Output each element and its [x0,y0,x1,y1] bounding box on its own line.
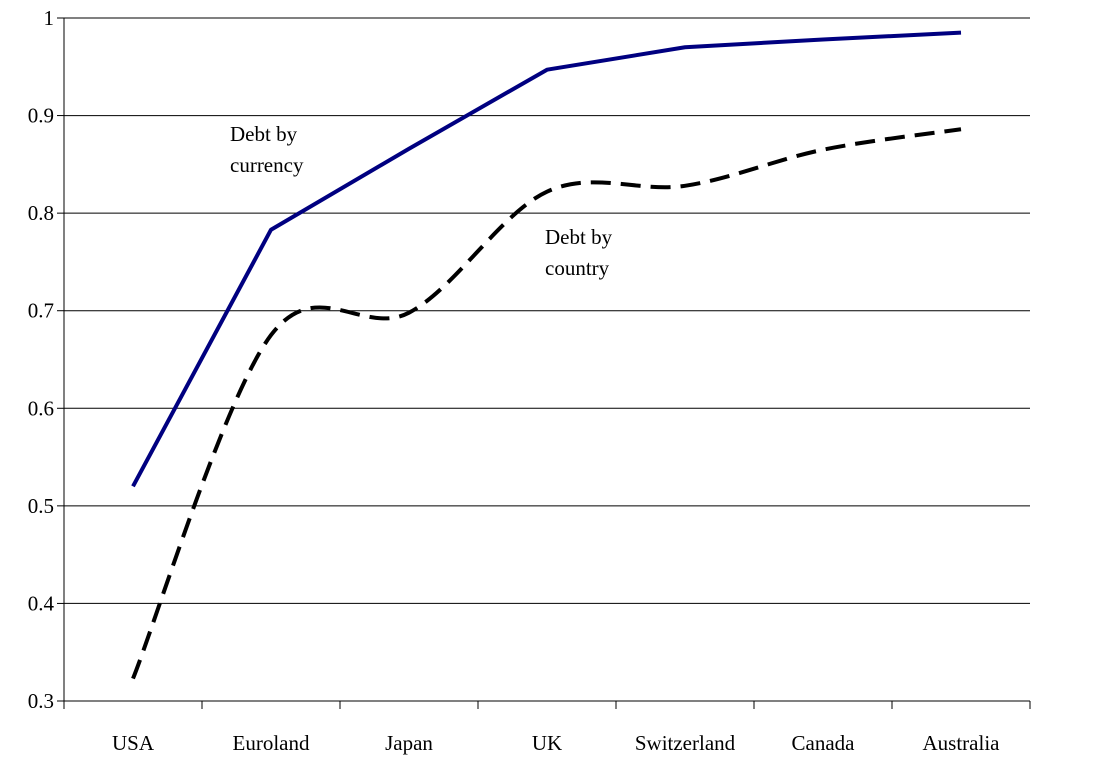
x-tick-label-japan: Japan [385,731,433,755]
x-tick-label-usa: USA [112,731,155,755]
x-tick-label-switzerland: Switzerland [635,731,736,755]
gridlines [64,18,1030,603]
x-tick-label-uk: UK [532,731,562,755]
y-tick-label-0.8: 0.8 [28,201,54,225]
annotation-debt-by-currency-line2: currency [230,153,304,177]
y-tick-label-0.5: 0.5 [28,494,54,518]
annotation-debt-by-currency-line1: Debt by [230,122,298,146]
x-tick-labels: USA Euroland Japan UK Switzerland Canada Austr… [112,731,1000,755]
axes [57,18,1030,709]
annotation-debt-by-country-line2: country [545,256,610,280]
y-tick-labels: 0.3 0.4 0.5 0.6 0.7 0.8 0.9 1 [28,6,55,713]
y-tick-label-0.9: 0.9 [28,104,54,128]
y-tick-label-0.3: 0.3 [28,689,54,713]
series-line-debt-by-country [133,129,961,678]
y-tick-label-0.6: 0.6 [28,396,54,420]
x-tick-label-canada: Canada [792,731,856,755]
y-tick-label-0.7: 0.7 [28,299,54,323]
series-annotations: Debt by currency Debt by country [230,122,613,280]
x-tick-label-euroland: Euroland [233,731,310,755]
y-tick-label-0.4: 0.4 [28,591,55,615]
x-tick-label-australia: Australia [923,731,1001,755]
y-tick-label-1: 1 [44,6,55,30]
annotation-debt-by-country-line1: Debt by [545,225,613,249]
